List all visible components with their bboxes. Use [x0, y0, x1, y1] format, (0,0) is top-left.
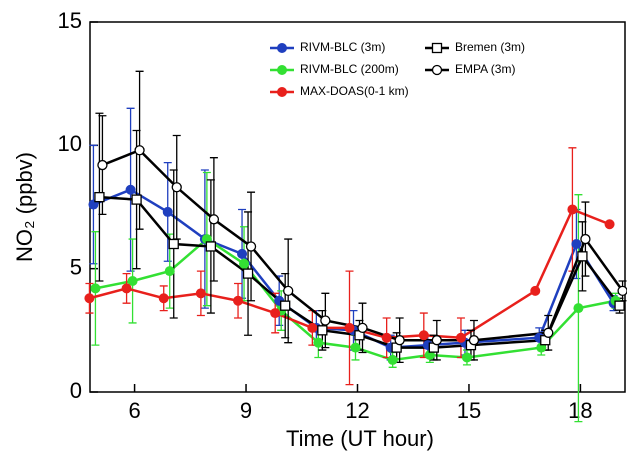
x-tick-label: 12	[345, 398, 369, 423]
data-point	[614, 300, 625, 311]
data-point	[94, 191, 105, 203]
data-point	[84, 293, 95, 304]
data-point	[317, 325, 328, 336]
y-tick-label: 0	[70, 378, 82, 403]
legend-marker	[431, 64, 443, 76]
legend-label: RIVM-BLC (200m)	[300, 62, 399, 76]
data-point	[164, 266, 175, 277]
data-point	[543, 327, 554, 338]
series-line	[99, 195, 621, 349]
data-point	[617, 285, 627, 297]
data-point	[387, 354, 398, 365]
data-point	[158, 293, 169, 304]
y-tick-label: 15	[58, 8, 82, 33]
data-point	[208, 214, 220, 225]
data-point	[171, 182, 182, 193]
x-axis-label: Time (UT hour)	[286, 426, 434, 451]
data-point	[233, 295, 244, 306]
legend-marker	[277, 87, 287, 97]
data-point	[577, 251, 588, 262]
data-point	[580, 233, 591, 245]
series-line	[95, 237, 616, 362]
data-point	[320, 315, 331, 326]
x-tick-label: 9	[240, 398, 252, 423]
legend-marker	[277, 43, 287, 53]
data-point	[468, 335, 480, 346]
data-point	[162, 206, 173, 217]
data-point	[121, 283, 132, 294]
data-point	[205, 241, 217, 252]
series-line	[101, 148, 624, 342]
legend-label: EMPA (3m)	[455, 62, 515, 76]
data-point	[567, 204, 578, 215]
y-axis-label: NO₂ (ppbv)	[12, 152, 37, 262]
data-point	[313, 337, 324, 348]
data-point	[90, 283, 101, 294]
legend-label: Bremen (3m)	[455, 40, 525, 54]
data-point	[394, 335, 405, 346]
data-point	[195, 288, 206, 299]
data-point	[125, 184, 136, 195]
data-point	[418, 330, 429, 341]
data-point	[245, 241, 257, 252]
data-point	[307, 322, 318, 333]
data-point	[455, 332, 466, 343]
data-point	[571, 239, 582, 249]
data-point	[131, 194, 142, 205]
data-point	[350, 342, 361, 353]
data-point	[381, 332, 392, 343]
legend-label: RIVM-BLC (3m)	[300, 40, 385, 54]
y-tick-label: 10	[58, 131, 82, 156]
data-point	[573, 303, 584, 314]
data-point	[127, 276, 138, 286]
y-tick-label: 5	[70, 254, 82, 279]
legend-marker	[431, 42, 443, 54]
data-point	[280, 300, 291, 311]
data-point	[431, 335, 442, 346]
x-tick-label: 6	[128, 398, 140, 423]
x-tick-label: 18	[568, 398, 592, 423]
data-point	[270, 308, 281, 319]
legend-label: MAX-DOAS(0-1 km)	[300, 84, 409, 98]
data-point	[357, 322, 368, 334]
data-point	[242, 268, 254, 279]
data-point	[168, 238, 179, 250]
legend-marker	[277, 65, 287, 75]
data-point	[530, 285, 541, 296]
series-line	[89, 207, 611, 340]
data-point	[237, 248, 248, 259]
data-point	[134, 145, 145, 156]
data-point	[461, 352, 472, 363]
data-point	[239, 258, 250, 269]
data-point	[283, 285, 294, 297]
data-point	[97, 159, 108, 171]
x-tick-label: 15	[457, 398, 481, 423]
data-point	[604, 219, 615, 230]
data-point	[344, 322, 355, 333]
